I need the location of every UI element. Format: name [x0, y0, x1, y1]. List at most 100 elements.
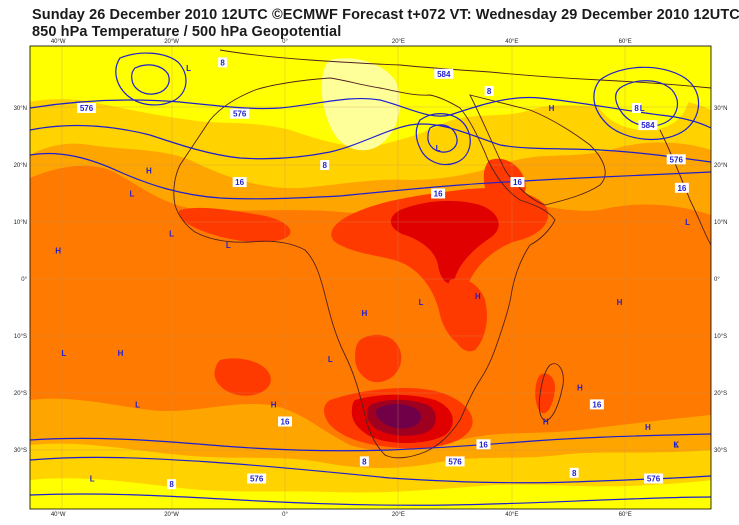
- low-centre-label: K: [673, 440, 679, 449]
- temp-hot-eastafrica: [447, 278, 487, 352]
- contour-592: [30, 152, 711, 200]
- lat-label-right: 20°N: [714, 163, 727, 169]
- high-centre-label: H: [577, 383, 583, 392]
- temp-band-verycold-north: [321, 58, 400, 151]
- high-centre-label: H: [617, 298, 623, 307]
- low-centre-label: L: [90, 475, 95, 484]
- contour-label: 576: [445, 456, 465, 467]
- lat-label-right: 10°S: [714, 334, 727, 340]
- contour-label-box: [644, 473, 664, 484]
- contour-label: 576: [666, 154, 686, 165]
- contour-label-text: 8: [220, 58, 225, 67]
- map-frame: [29, 45, 712, 510]
- contour-label-box: [167, 479, 177, 490]
- lon-label-top: 40°E: [505, 39, 518, 45]
- contour-low-arabian: [593, 66, 700, 141]
- temp-veryhot-sahel: [390, 200, 499, 284]
- high-centre-label: H: [271, 400, 277, 409]
- temp-band-cold-south: [30, 478, 711, 509]
- low-centre-label: L: [419, 298, 424, 307]
- lat-label-right: 10°N: [714, 220, 727, 226]
- high-centre-label: H: [549, 104, 555, 113]
- contour-label-box: [434, 68, 454, 79]
- contour-label: 16: [476, 439, 491, 450]
- contour-label: 576: [230, 108, 250, 119]
- contour-labels: 8576576168584816168584576161616168857657…: [77, 57, 689, 490]
- contour-label-box: [476, 439, 491, 450]
- contour-low-mediterranean: [415, 113, 471, 166]
- contour-label-text: 16: [434, 190, 443, 199]
- contour-label-text: 16: [592, 400, 601, 409]
- temp-hot-madagascar: [535, 373, 556, 414]
- contour-label-text: 576: [647, 475, 661, 484]
- geopotential-contours: [30, 52, 711, 506]
- contour-label: 584: [434, 68, 454, 79]
- contour-label-text: 8: [634, 104, 639, 113]
- lat-label-right: 20°S: [714, 391, 727, 397]
- lon-label-bottom: 20°E: [392, 512, 405, 518]
- contour-low-mediterranean-inner: [427, 124, 458, 153]
- contour-label-text: 576: [448, 457, 462, 466]
- low-centre-label: L: [61, 349, 66, 358]
- contour-label: 576: [644, 473, 664, 484]
- contour-568-south: [30, 493, 711, 506]
- title-line-2: 850 hPa Temperature / 500 hPa Geopotenti…: [32, 24, 342, 40]
- low-centre-label: L: [328, 355, 333, 364]
- lon-label-top: 20°W: [164, 39, 179, 45]
- contour-label: 8: [632, 103, 642, 113]
- contour-label-text: 8: [362, 457, 367, 466]
- coastline-africa: [173, 77, 556, 459]
- lon-label-top: 40°W: [51, 39, 66, 45]
- contour-label: 8: [569, 467, 579, 478]
- lat-label-right: 30°N: [714, 106, 727, 112]
- contour-label-text: 576: [250, 475, 264, 484]
- contour-label: 16: [674, 182, 689, 193]
- coastline-india: [659, 129, 711, 246]
- temp-hot-angola: [355, 334, 402, 383]
- contour-label-box: [359, 456, 369, 467]
- high-centre-label: H: [146, 167, 152, 176]
- high-centre-label: H: [361, 309, 367, 318]
- high-centre-label: H: [118, 349, 124, 358]
- contour-label-text: 584: [437, 70, 451, 79]
- contour-label-text: 8: [487, 87, 492, 96]
- contour-label: 8: [359, 456, 369, 467]
- low-centre-label: L: [436, 144, 441, 153]
- low-centre-label: L: [135, 400, 140, 409]
- contour-label-box: [230, 108, 250, 119]
- contour-label-box: [674, 182, 689, 193]
- contour-584-south: [30, 433, 711, 452]
- contour-label-box: [431, 188, 446, 199]
- contour-label-text: 584: [641, 121, 655, 130]
- lat-label-left: 20°S: [14, 391, 27, 397]
- temp-max-southafrica: [375, 404, 422, 429]
- contour-576-south: [30, 456, 711, 484]
- contour-label-text: 16: [479, 440, 488, 449]
- low-centre-label: L: [674, 440, 679, 449]
- lat-label-right: 0°: [714, 277, 720, 283]
- contour-576-north: [30, 96, 711, 129]
- coastline-madagascar: [538, 363, 564, 421]
- title-line-1: Sunday 26 December 2010 12UTC ©ECMWF For…: [32, 7, 739, 23]
- lon-label-bottom: 40°W: [51, 512, 66, 518]
- lon-label-bottom: 20°W: [164, 512, 179, 518]
- contour-label: 576: [247, 473, 267, 484]
- contour-label: 16: [589, 399, 604, 410]
- coastlines: [173, 49, 711, 459]
- contour-label-box: [632, 103, 642, 113]
- lon-label-bottom: 40°E: [505, 512, 518, 518]
- coastline-europe: [219, 49, 711, 89]
- high-centre-label: H: [55, 247, 61, 256]
- lon-label-bottom: 0°: [282, 512, 288, 518]
- contour-label-text: 16: [235, 178, 244, 187]
- lat-label-left: 30°S: [14, 448, 27, 454]
- lat-label-left: 10°N: [14, 220, 27, 226]
- contour-label: 16: [278, 416, 292, 427]
- contour-label-text: 8: [169, 480, 174, 489]
- lat-label-left: 0°: [21, 277, 27, 283]
- contour-label: 16: [431, 188, 446, 199]
- lon-label-top: 0°: [282, 39, 288, 45]
- contour-label: 8: [167, 479, 177, 490]
- contour-label-box: [77, 103, 97, 113]
- low-centre-label: L: [685, 218, 690, 227]
